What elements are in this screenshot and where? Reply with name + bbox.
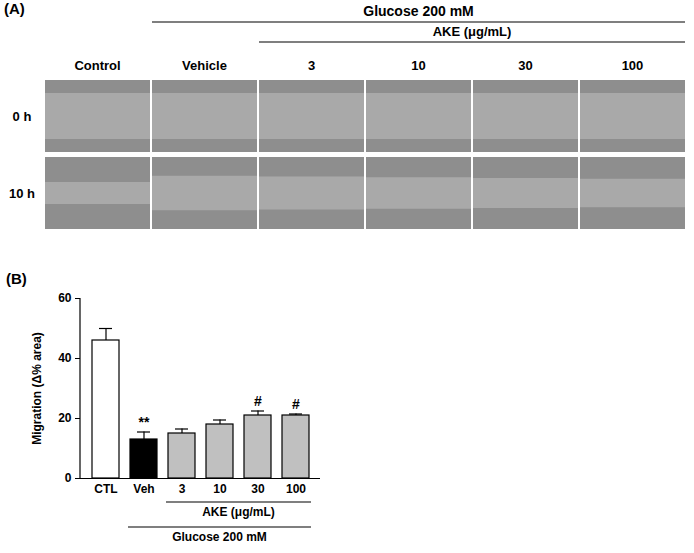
svg-text:**: ** xyxy=(139,414,150,430)
svg-text:10: 10 xyxy=(213,482,227,496)
svg-text:Control: Control xyxy=(74,58,120,73)
svg-text:Glucose 200 mM: Glucose 200 mM xyxy=(172,530,267,544)
svg-text:#: # xyxy=(292,396,300,412)
svg-text:#: # xyxy=(254,393,262,409)
svg-text:20: 20 xyxy=(58,411,72,425)
svg-text:CTL: CTL xyxy=(94,482,117,496)
svg-text:0 h: 0 h xyxy=(13,109,32,124)
svg-text:100: 100 xyxy=(286,482,306,496)
svg-text:Veh: Veh xyxy=(133,482,154,496)
svg-text:30: 30 xyxy=(251,482,265,496)
svg-text:3: 3 xyxy=(179,482,186,496)
svg-text:AKE (μg/mL): AKE (μg/mL) xyxy=(202,505,275,519)
svg-text:Migration (Δ% area): Migration (Δ% area) xyxy=(30,332,44,445)
svg-text:10: 10 xyxy=(411,58,425,73)
html-text:(B): (B) xyxy=(6,270,27,287)
svg-text:10 h: 10 h xyxy=(9,186,35,201)
svg-text:Glucose 200 mM: Glucose 200 mM xyxy=(363,3,474,19)
svg-text:40: 40 xyxy=(58,351,72,365)
svg-text:(A): (A) xyxy=(4,0,25,17)
svg-text:AKE (μg/mL): AKE (μg/mL) xyxy=(433,24,512,39)
svg-text:Vehicle: Vehicle xyxy=(182,58,227,73)
svg-text:60: 60 xyxy=(58,291,72,305)
svg-text:30: 30 xyxy=(518,58,532,73)
svg-text:100: 100 xyxy=(622,58,644,73)
svg-text:0: 0 xyxy=(65,471,72,485)
svg-text:3: 3 xyxy=(308,58,315,73)
